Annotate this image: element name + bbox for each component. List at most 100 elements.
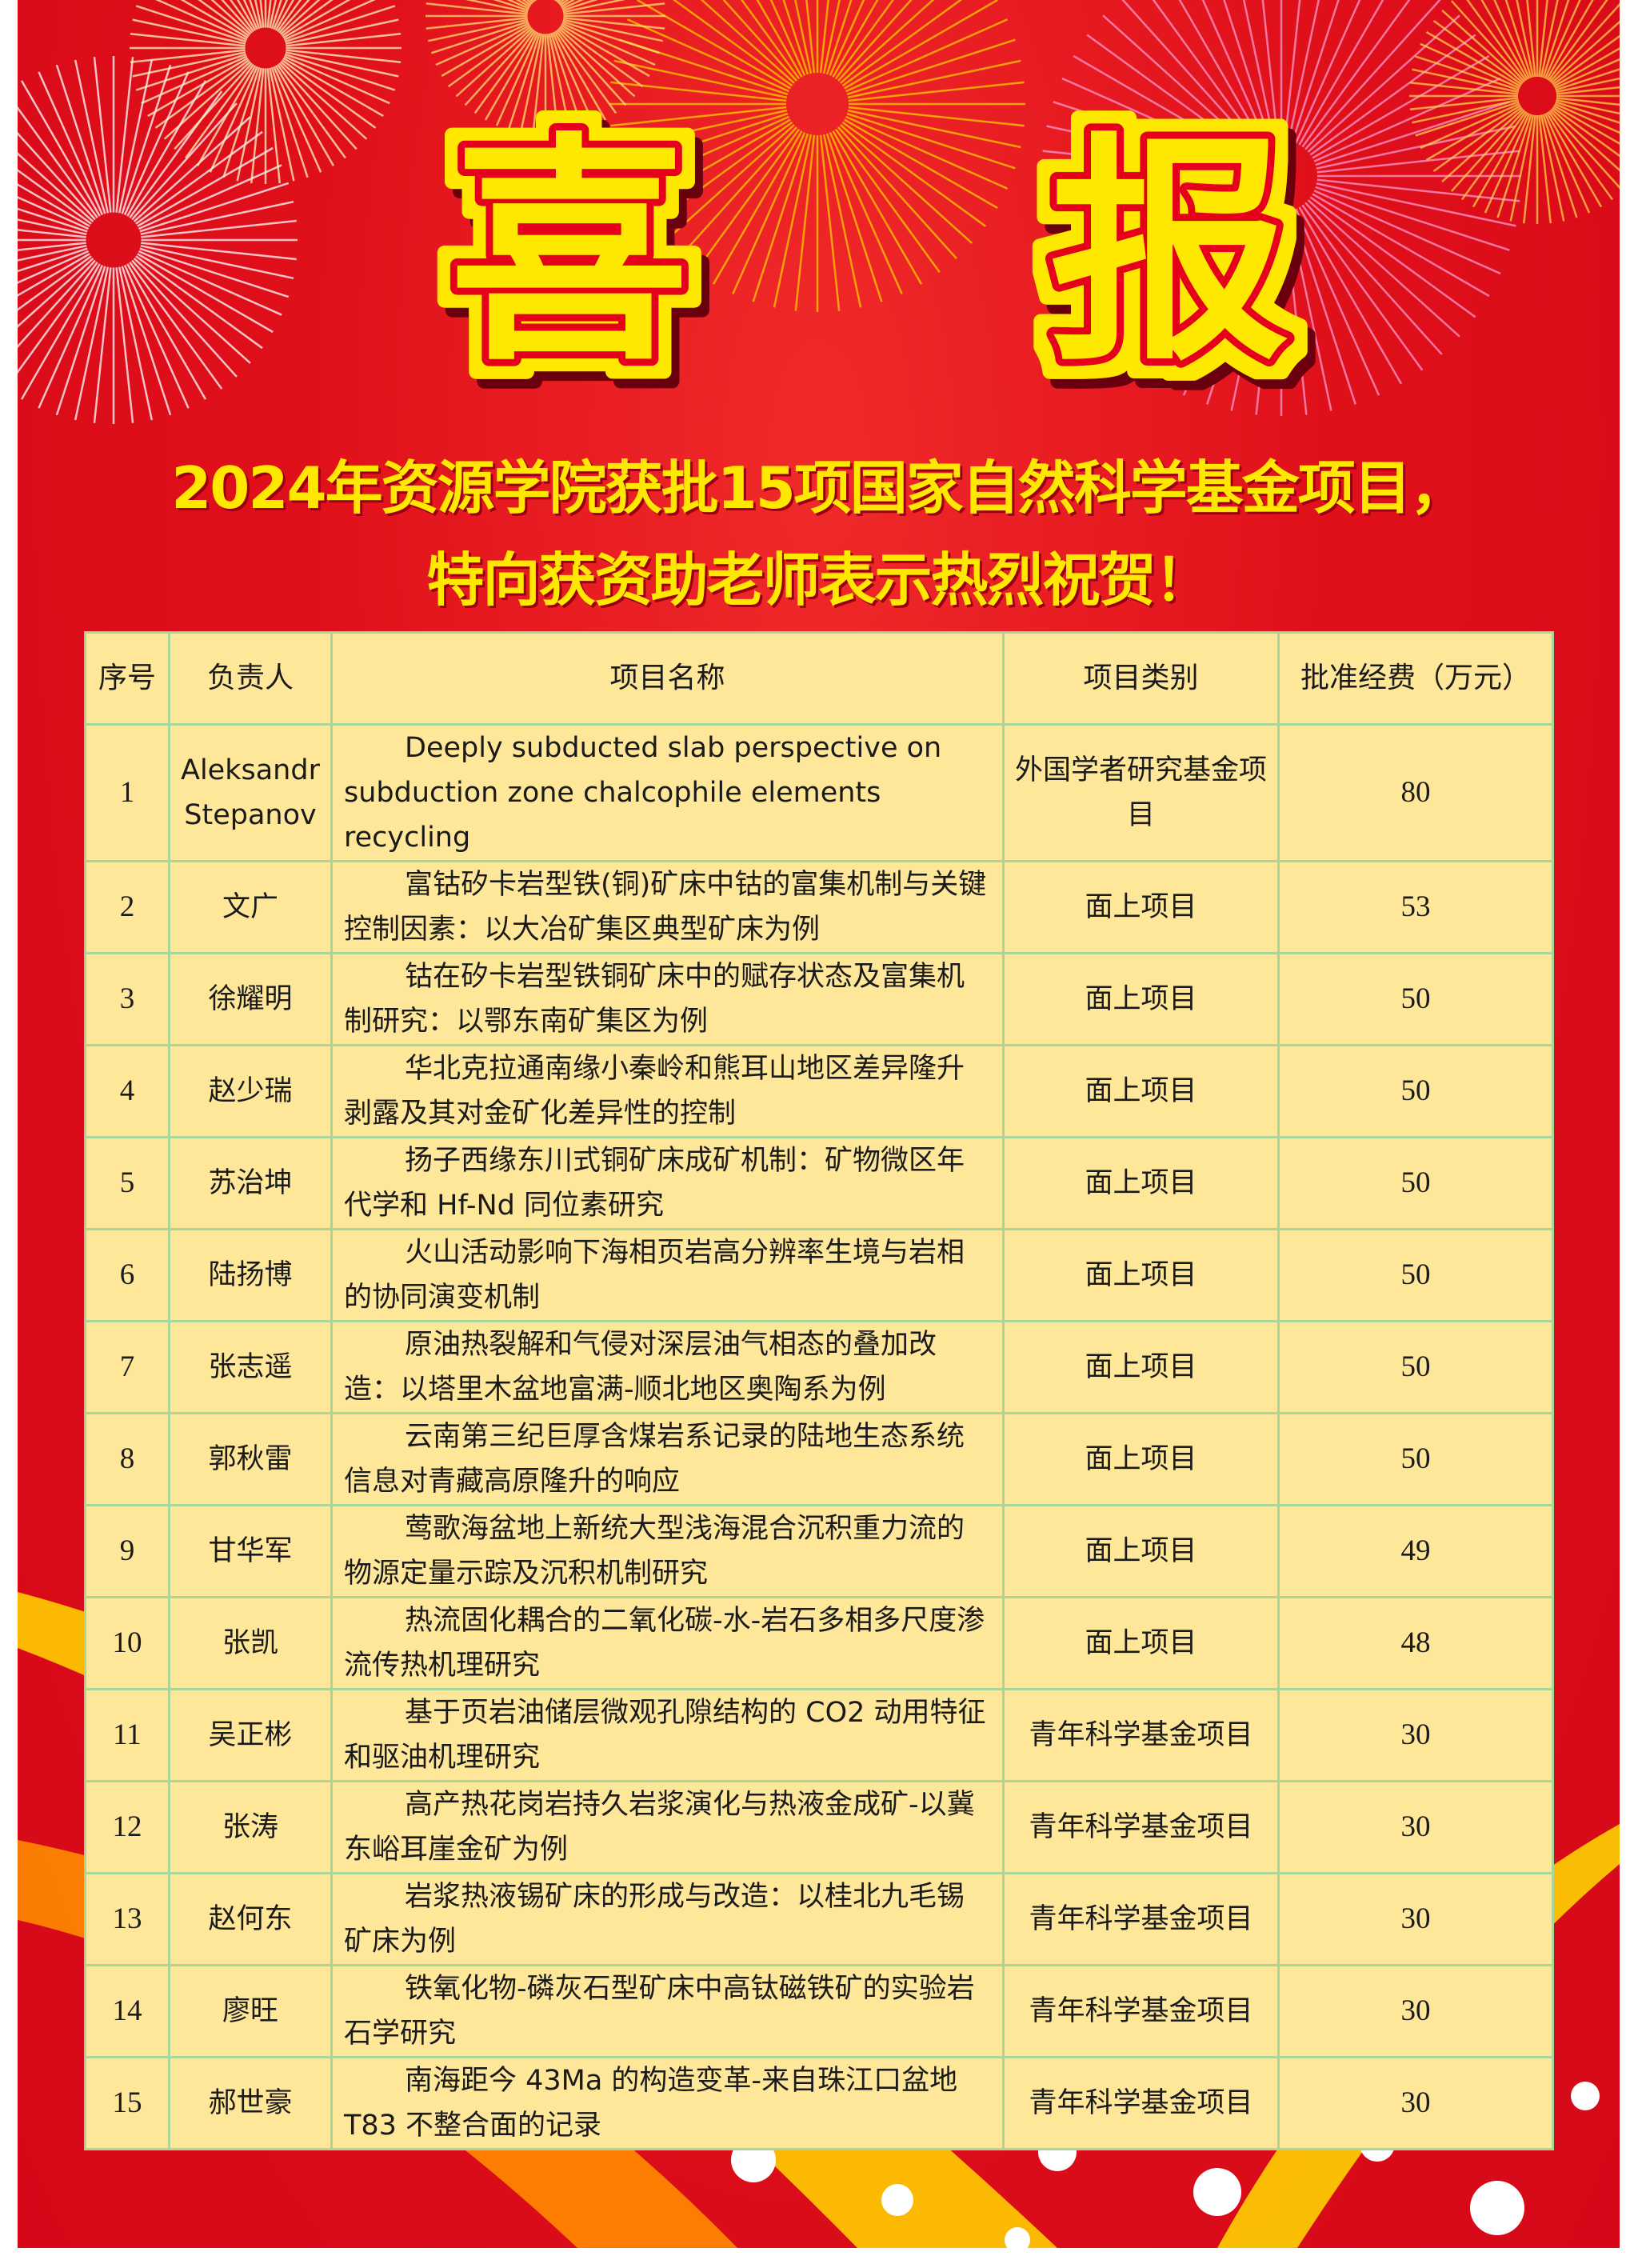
table-row: 5 苏治坤 扬子西缘东川式铜矿床成矿机制：矿物微区年代学和 Hf-Nd 同位素研究面… bbox=[84, 1136, 1554, 1230]
cell-project: 南海距今 43Ma 的构造变革-来自珠江口盆地 T83 不整合面的记录 bbox=[330, 2056, 1005, 2150]
cell-funding: 30 bbox=[1277, 1780, 1554, 1874]
cell-funding: 50 bbox=[1277, 1044, 1554, 1138]
cell-index: 3 bbox=[84, 952, 170, 1046]
cell-project: 火山活动影响下海相页岩高分辨率生境与岩相的协同演变机制 bbox=[330, 1228, 1005, 1322]
cell-index: 9 bbox=[84, 1504, 170, 1598]
table-row: 1 Aleksandr Stepanov Deeply subducted slab… bbox=[84, 723, 1554, 862]
cell-project: 扬子西缘东川式铜矿床成矿机制：矿物微区年代学和 Hf-Nd 同位素研究 bbox=[330, 1136, 1005, 1230]
cell-leader: 郝世豪 bbox=[168, 2056, 333, 2150]
header-index: 序号 bbox=[84, 631, 170, 726]
firework-burst bbox=[1409, 0, 1620, 224]
cell-index: 5 bbox=[84, 1136, 170, 1230]
cell-category: 青年科学基金项目 bbox=[1002, 1780, 1280, 1874]
table-row: 10 张凯 热流固化耦合的二氧化碳-水-岩石多相多尺度渗流传热机理研究 面上项目 48 bbox=[84, 1596, 1554, 1690]
firework-burst bbox=[425, 0, 665, 136]
cell-index: 15 bbox=[84, 2056, 170, 2150]
cell-category: 面上项目 bbox=[1002, 860, 1280, 954]
cell-project: 华北克拉通南缘小秦岭和熊耳山地区差异隆升剥露及其对金矿化差异性的控制 bbox=[330, 1044, 1005, 1138]
cell-leader: 文广 bbox=[168, 860, 333, 954]
poster-background: 喜 报 2024年资源学院获批15项国家自然科学基金项目， 特向获资助老师表示热… bbox=[18, 0, 1620, 2248]
headline: 喜 报 bbox=[442, 106, 1296, 392]
cell-category: 青年科学基金项目 bbox=[1002, 1688, 1280, 1782]
cell-project: 钴在矽卡岩型铁铜矿床中的赋存状态及富集机制研究：以鄂东南矿集区为例 bbox=[330, 952, 1005, 1046]
cell-funding: 30 bbox=[1277, 1872, 1554, 1966]
cell-index: 6 bbox=[84, 1228, 170, 1322]
cell-leader: 甘华军 bbox=[168, 1504, 333, 1598]
firework-burst bbox=[1041, 0, 1521, 416]
cell-leader: 张志遥 bbox=[168, 1320, 333, 1414]
cell-index: 11 bbox=[84, 1688, 170, 1782]
table-row: 11 吴正彬 基于页岩油储层微观孔隙结构的 CO2 动用特征和驱油机理研究 青年科学基… bbox=[84, 1688, 1554, 1782]
headline-char-bao: 报 bbox=[1049, 114, 1289, 392]
cell-funding: 50 bbox=[1277, 1320, 1554, 1414]
funded-projects-table: 序号 负责人 项目名称 项目类别 批准经费（万元） 1 Aleksandr Ste… bbox=[84, 631, 1554, 2150]
cell-funding: 50 bbox=[1277, 1412, 1554, 1506]
cell-category: 面上项目 bbox=[1002, 1320, 1280, 1414]
white-dot bbox=[881, 2184, 913, 2216]
white-dot bbox=[1571, 2082, 1600, 2110]
cell-project: 热流固化耦合的二氧化碳-水-岩石多相多尺度渗流传热机理研究 bbox=[330, 1596, 1005, 1690]
cell-project: 基于页岩油储层微观孔隙结构的 CO2 动用特征和驱油机理研究 bbox=[330, 1688, 1005, 1782]
cell-funding: 48 bbox=[1277, 1596, 1554, 1690]
white-dot bbox=[1470, 2181, 1524, 2235]
cell-category: 面上项目 bbox=[1002, 1504, 1280, 1598]
table-row: 6 陆扬博 火山活动影响下海相页岩高分辨率生境与岩相的协同演变机制 面上项目 50 bbox=[84, 1228, 1554, 1322]
subtitle-line-2: 特向获资助老师表示热烈祝贺！ bbox=[426, 546, 1212, 614]
cell-funding: 30 bbox=[1277, 2056, 1554, 2150]
cell-index: 13 bbox=[84, 1872, 170, 1966]
header-leader: 负责人 bbox=[168, 631, 333, 726]
table-row: 14 廖旺 铁氧化物-磷灰石型矿床中高钛磁铁矿的实验岩石学研究 青年科学基金项目 30 bbox=[84, 1964, 1554, 2058]
cell-leader: 陆扬博 bbox=[168, 1228, 333, 1322]
headline-char-xi: 喜 bbox=[449, 114, 689, 392]
header-project: 项目名称 bbox=[330, 631, 1005, 726]
cell-leader: Aleksandr Stepanov bbox=[168, 723, 333, 862]
table-row: 2 文广 富钴矽卡岩型铁(铜)矿床中钴的富集机制与关键控制因素：以大冶矿集区典型矿床… bbox=[84, 860, 1554, 954]
cell-funding: 30 bbox=[1277, 1688, 1554, 1782]
white-dot bbox=[1193, 2168, 1241, 2216]
white-dot bbox=[1005, 2227, 1030, 2248]
cell-leader: 徐耀明 bbox=[168, 952, 333, 1046]
cell-project: 原油热裂解和气侵对深层油气相态的叠加改造：以塔里木盆地富满-顺北地区奥陶系为例 bbox=[330, 1320, 1005, 1414]
cell-category: 面上项目 bbox=[1002, 1228, 1280, 1322]
firework-burst bbox=[130, 0, 402, 184]
cell-leader: 张涛 bbox=[168, 1780, 333, 1874]
cell-category: 青年科学基金项目 bbox=[1002, 1964, 1280, 2058]
table-row: 7 张志遥 原油热裂解和气侵对深层油气相态的叠加改造：以塔里木盆地富满-顺北地区奥陶… bbox=[84, 1320, 1554, 1414]
cell-index: 7 bbox=[84, 1320, 170, 1414]
cell-category: 青年科学基金项目 bbox=[1002, 2056, 1280, 2150]
table-row: 15 郝世豪 南海距今 43Ma 的构造变革-来自珠江口盆地 T83 不整合面的记录… bbox=[84, 2056, 1554, 2150]
cell-leader: 赵何东 bbox=[168, 1872, 333, 1966]
subtitle-line-1: 2024年资源学院获批15项国家自然科学基金项目， bbox=[171, 454, 1468, 522]
table-row: 8 郭秋雷 云南第三纪巨厚含煤岩系记录的陆地生态系统信息对青藏高原隆升的响应 面上项目… bbox=[84, 1412, 1554, 1506]
cell-project: 铁氧化物-磷灰石型矿床中高钛磁铁矿的实验岩石学研究 bbox=[330, 1964, 1005, 2058]
table-header-row: 序号 负责人 项目名称 项目类别 批准经费（万元） bbox=[84, 631, 1554, 726]
cell-leader: 廖旺 bbox=[168, 1964, 333, 2058]
cell-index: 1 bbox=[84, 723, 170, 862]
cell-funding: 50 bbox=[1277, 1228, 1554, 1322]
cell-project: 高产热花岗岩持久岩浆演化与热液金成矿-以冀东峪耳崖金矿为例 bbox=[330, 1780, 1005, 1874]
header-category: 项目类别 bbox=[1002, 631, 1280, 726]
cell-project: 莺歌海盆地上新统大型浅海混合沉积重力流的物源定量示踪及沉积机制研究 bbox=[330, 1504, 1005, 1598]
cell-category: 面上项目 bbox=[1002, 1412, 1280, 1506]
cell-funding: 80 bbox=[1277, 723, 1554, 862]
cell-funding: 49 bbox=[1277, 1504, 1554, 1598]
cell-index: 4 bbox=[84, 1044, 170, 1138]
header-funding: 批准经费（万元） bbox=[1277, 631, 1554, 726]
cell-index: 2 bbox=[84, 860, 170, 954]
cell-project: Deeply subducted slab perspective on sub… bbox=[330, 723, 1005, 862]
cell-index: 12 bbox=[84, 1780, 170, 1874]
table-row: 12 张涛 高产热花岗岩持久岩浆演化与热液金成矿-以冀东峪耳崖金矿为例 青年科学基金项… bbox=[84, 1780, 1554, 1874]
cell-leader: 苏治坤 bbox=[168, 1136, 333, 1230]
cell-funding: 50 bbox=[1277, 952, 1554, 1046]
cell-index: 10 bbox=[84, 1596, 170, 1690]
table-row: 13 赵何东 岩浆热液锡矿床的形成与改造：以桂北九毛锡矿床为例 青年科学基金项目 30 bbox=[84, 1872, 1554, 1966]
cell-leader: 张凯 bbox=[168, 1596, 333, 1690]
table-row: 4 赵少瑞 华北克拉通南缘小秦岭和熊耳山地区差异隆升剥露及其对金矿化差异性的控制 面上… bbox=[84, 1044, 1554, 1138]
cell-category: 面上项目 bbox=[1002, 1136, 1280, 1230]
table-row: 9 甘华军 莺歌海盆地上新统大型浅海混合沉积重力流的物源定量示踪及沉积机制研究 面上项… bbox=[84, 1504, 1554, 1598]
cell-project: 云南第三纪巨厚含煤岩系记录的陆地生态系统信息对青藏高原隆升的响应 bbox=[330, 1412, 1005, 1506]
cell-leader: 赵少瑞 bbox=[168, 1044, 333, 1138]
cell-funding: 50 bbox=[1277, 1136, 1554, 1230]
cell-category: 面上项目 bbox=[1002, 952, 1280, 1046]
cell-leader: 郭秋雷 bbox=[168, 1412, 333, 1506]
